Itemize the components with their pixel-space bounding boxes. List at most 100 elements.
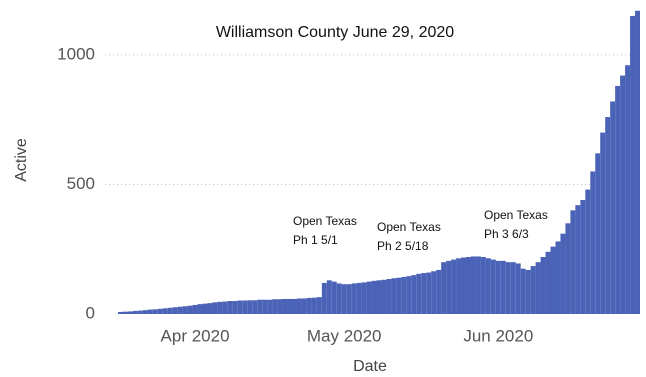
bar (247, 300, 253, 314)
bar (306, 297, 312, 314)
bar (346, 284, 352, 314)
bar (505, 262, 511, 314)
bar (630, 15, 636, 314)
bar (376, 280, 382, 314)
bar (406, 276, 412, 314)
bar (182, 306, 188, 314)
bar (222, 301, 228, 314)
bar (118, 311, 123, 314)
bar (461, 257, 466, 314)
bar (162, 308, 168, 314)
annotation: Ph 3 6/3 (484, 227, 529, 241)
bar (580, 199, 586, 314)
bar (535, 262, 541, 314)
bar (122, 311, 128, 314)
bar (421, 273, 427, 314)
bar (490, 259, 496, 314)
bar (132, 310, 138, 314)
bar (287, 298, 292, 314)
bar (197, 304, 203, 314)
bar (227, 301, 233, 314)
bar (336, 283, 342, 314)
bar (615, 85, 621, 314)
x-tick-label: Jun 2020 (463, 326, 533, 345)
bar (262, 299, 268, 314)
bar (167, 307, 173, 314)
bar (252, 300, 258, 314)
annotation: Ph 2 5/18 (377, 239, 429, 253)
bar (525, 269, 531, 314)
x-axis-label: Date (353, 358, 387, 375)
bar (411, 275, 417, 314)
bar (635, 10, 640, 315)
bar (366, 281, 372, 314)
bar (570, 210, 576, 314)
bar (321, 282, 327, 314)
bar (396, 277, 402, 314)
annotation: Open Texas (377, 220, 441, 234)
bar (282, 298, 288, 314)
bar (356, 282, 362, 314)
bar (540, 256, 546, 314)
bar (510, 262, 516, 314)
bar (515, 263, 521, 314)
bar (480, 256, 486, 314)
bar (311, 297, 317, 314)
x-tick-label: May 2020 (307, 326, 382, 345)
y-tick-label: 0 (86, 303, 95, 322)
bar (391, 278, 397, 314)
bar (595, 153, 601, 314)
bar (625, 65, 631, 314)
bar (326, 280, 332, 314)
bar (292, 298, 297, 314)
x-tick-label: Apr 2020 (161, 326, 230, 345)
y-tick-label: 500 (67, 174, 95, 193)
bar (575, 205, 581, 314)
bar (436, 269, 442, 314)
bar (381, 279, 387, 314)
annotation: Open Texas (293, 214, 357, 228)
bar (361, 282, 367, 314)
bar (545, 251, 551, 314)
bar (495, 260, 501, 314)
bar (142, 310, 148, 314)
bar (555, 241, 561, 314)
bar (137, 310, 143, 314)
bar (267, 299, 273, 314)
bar (277, 299, 283, 314)
bar (560, 233, 566, 314)
bar (272, 299, 278, 314)
bar (257, 299, 263, 314)
chart-title: Williamson County June 29, 2020 (216, 24, 454, 41)
bar (431, 271, 437, 314)
bar (565, 223, 571, 314)
annotation: Open Texas (484, 208, 548, 222)
bar (301, 298, 307, 314)
bar (500, 260, 506, 314)
bar (610, 101, 616, 314)
bar (485, 258, 491, 314)
bar (172, 307, 178, 314)
bar (470, 256, 476, 314)
bar (520, 268, 526, 314)
y-tick-label: 1000 (57, 44, 95, 63)
bar (386, 279, 392, 314)
bar (416, 273, 422, 314)
bar (441, 262, 447, 314)
bar (157, 308, 163, 314)
bar (217, 301, 223, 314)
bar (202, 303, 208, 314)
bar (451, 259, 457, 314)
bar (331, 281, 337, 314)
bar (296, 298, 302, 314)
bar (446, 260, 452, 314)
bar (212, 302, 218, 314)
bar (351, 283, 357, 314)
bar (341, 284, 347, 314)
annotation: Ph 1 5/1 (293, 233, 338, 247)
bar (187, 305, 193, 314)
bar (127, 311, 133, 314)
bar (466, 256, 471, 314)
bar (620, 75, 626, 314)
